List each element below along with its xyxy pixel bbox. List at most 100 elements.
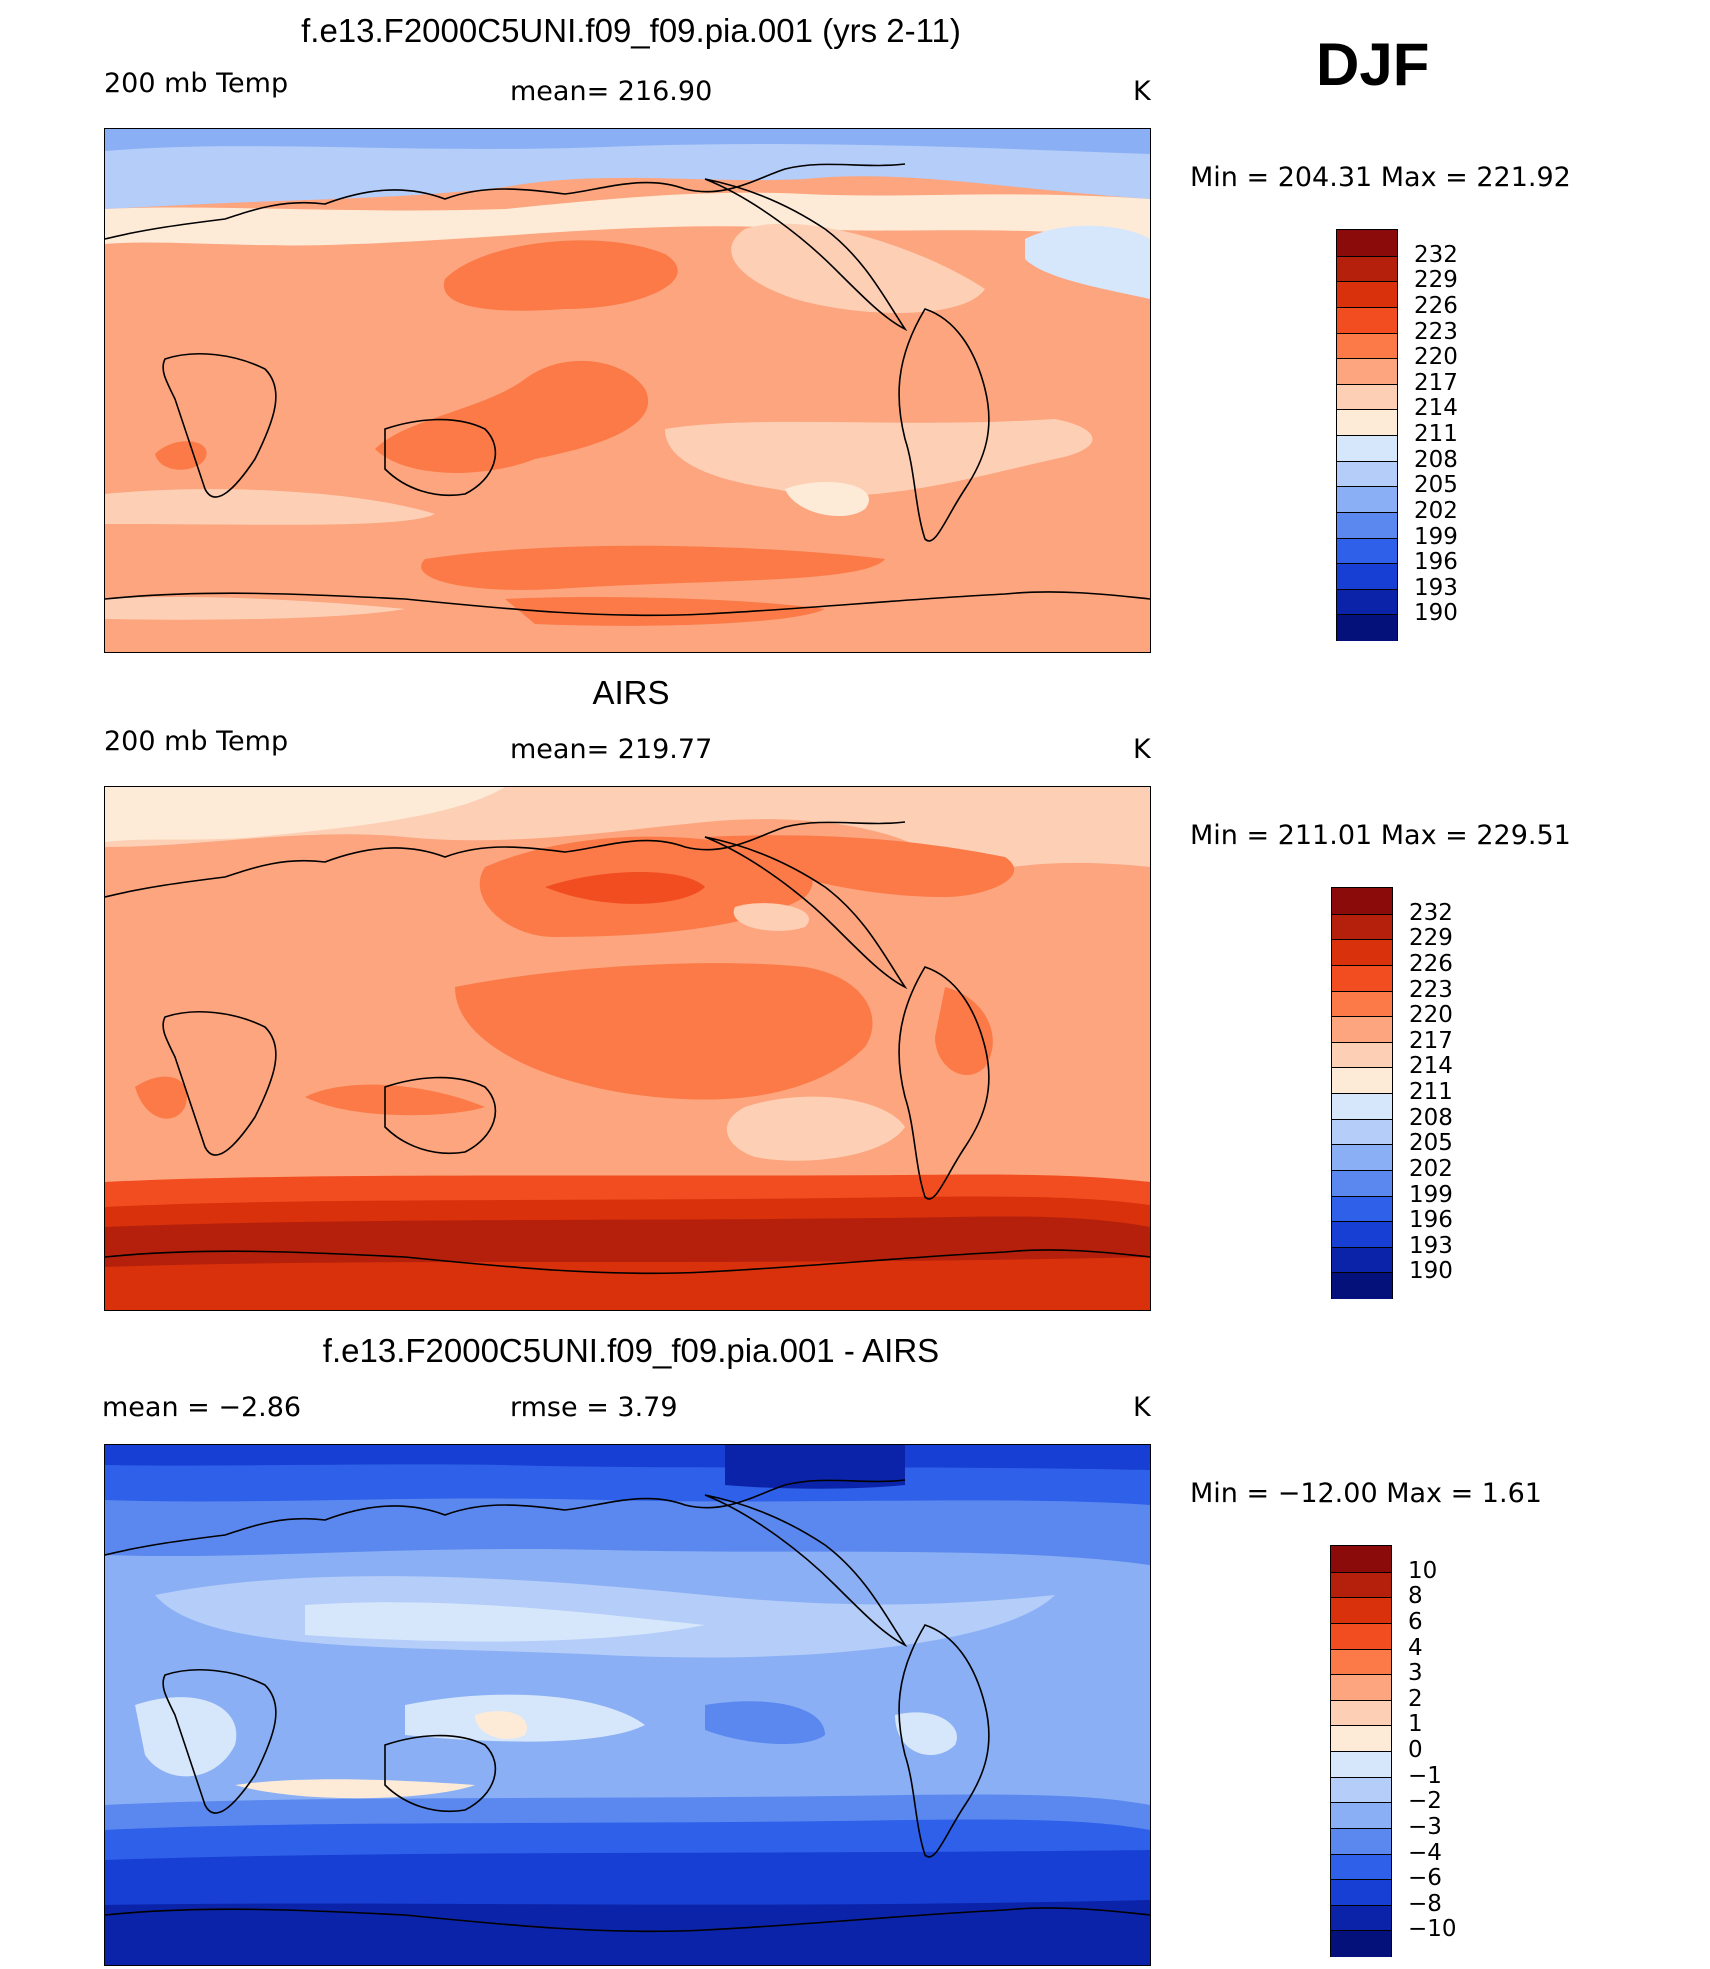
colorbar-cell (1331, 1699, 1391, 1727)
colorbar-label: 217 (1409, 1027, 1453, 1054)
colorbar-cell (1331, 1776, 1391, 1804)
colorbar-cell (1332, 1118, 1392, 1146)
colorbar-cell (1331, 1571, 1391, 1599)
colorbar-label: 196 (1414, 549, 1458, 576)
panel-3-minmax: Min = −12.00 Max = 1.61 (1190, 1478, 1542, 1509)
colorbar-cell (1332, 1195, 1392, 1223)
colorbar-label: 1 (1408, 1711, 1423, 1738)
colorbar-label: 193 (1409, 1232, 1453, 1259)
panel-2-coastlines (105, 821, 1150, 1275)
colorbar-cell (1331, 1904, 1391, 1932)
colorbar-cell (1337, 383, 1397, 411)
colorbar-label: 214 (1409, 1053, 1453, 1080)
colorbar-label: 223 (1414, 318, 1458, 345)
season-label: DJF (1316, 31, 1430, 98)
colorbar-cell (1331, 1622, 1391, 1650)
panel-3-map (104, 1444, 1151, 1966)
colorbar-cell (1337, 588, 1397, 616)
panel-1-variable-label: 200 mb Temp (104, 68, 289, 99)
colorbar-label: 205 (1409, 1130, 1453, 1157)
colorbar-label: 226 (1409, 950, 1453, 977)
colorbar-cell (1337, 306, 1397, 334)
colorbar-cell (1331, 1879, 1391, 1906)
colorbar-label: 208 (1414, 446, 1458, 473)
colorbar-label: 208 (1409, 1104, 1453, 1131)
colorbar-cell (1332, 964, 1392, 992)
colorbar-cell (1331, 1853, 1391, 1881)
colorbar-label: 205 (1414, 472, 1458, 499)
colorbar-cell (1337, 332, 1397, 360)
panel-3-rmse-label: rmse = 3.79 (510, 1392, 678, 1423)
colorbar-cell (1332, 888, 1392, 914)
panel-1-mean-label: mean= 216.90 (510, 76, 713, 107)
colorbar-label: −6 (1408, 1865, 1442, 1892)
colorbar-cell (1337, 255, 1397, 283)
colorbar-label: 229 (1414, 267, 1458, 294)
colorbar-label: 220 (1414, 344, 1458, 371)
panel-1-minmax: Min = 204.31 Max = 221.92 (1190, 162, 1571, 193)
colorbar-label: −4 (1408, 1839, 1442, 1866)
colorbar-cell (1337, 358, 1397, 385)
colorbar-label: 232 (1414, 241, 1458, 268)
panel-1-title: f.e13.F2000C5UNI.f09_f09.pia.001 (yrs 2-… (301, 12, 961, 49)
colorbar-label: 211 (1409, 1079, 1453, 1105)
colorbar-label: 229 (1409, 925, 1453, 952)
colorbar-label: 202 (1414, 497, 1458, 524)
colorbar-label: 217 (1414, 369, 1458, 396)
colorbar-cell (1337, 486, 1397, 513)
colorbar-cell (1337, 281, 1397, 308)
colorbar-cell (1332, 1144, 1392, 1171)
panel-1-map (104, 128, 1151, 653)
panel-3-units-label: K (1133, 1392, 1151, 1423)
colorbar-label: 214 (1414, 395, 1458, 422)
colorbar-cell (1332, 1246, 1392, 1274)
colorbar-cell (1332, 913, 1392, 941)
colorbar-label: 3 (1408, 1660, 1423, 1687)
colorbar-cell (1337, 563, 1397, 590)
panel-3-field (105, 1445, 1150, 1965)
panel-3-coastlines (105, 1479, 1150, 1933)
colorbar-label: 190 (1409, 1258, 1453, 1285)
panel-1-colorbar (1336, 229, 1398, 641)
colorbar-label: 8 (1408, 1583, 1423, 1610)
panel-3-colorbar (1330, 1545, 1392, 1957)
colorbar-cell (1332, 990, 1392, 1018)
colorbar-label: 0 (1408, 1737, 1423, 1763)
panel-2-units-label: K (1133, 734, 1151, 765)
colorbar-label: 199 (1414, 523, 1458, 550)
colorbar-label: 193 (1414, 574, 1458, 601)
colorbar-cell (1332, 1221, 1392, 1248)
panel-2-map (104, 786, 1151, 1311)
panel-3-title: f.e13.F2000C5UNI.f09_f09.pia.001 - AIRS (322, 1332, 940, 1369)
colorbar-cell (1332, 1067, 1392, 1094)
colorbar-cell (1337, 230, 1397, 256)
colorbar-cell (1337, 537, 1397, 565)
colorbar-cell (1331, 1674, 1391, 1701)
panel-2-title: AIRS (592, 674, 670, 711)
panel-2-mean-label: mean= 219.77 (510, 734, 713, 765)
panel-2-minmax: Min = 211.01 Max = 229.51 (1190, 820, 1571, 851)
panel-2-field (105, 787, 1150, 1310)
colorbar-cell (1332, 1041, 1392, 1069)
colorbar-cell (1332, 1093, 1392, 1120)
colorbar-label: 2 (1408, 1685, 1423, 1712)
colorbar-cell (1332, 939, 1392, 966)
colorbar-label: 6 (1408, 1608, 1423, 1635)
colorbar-cell (1331, 1648, 1391, 1676)
panel-1-coastlines (105, 163, 1150, 617)
colorbar-label: −10 (1408, 1916, 1457, 1943)
colorbar-cell (1331, 1930, 1391, 1957)
colorbar-label: −8 (1408, 1890, 1442, 1917)
colorbar-label: 220 (1409, 1002, 1453, 1029)
colorbar-label: 223 (1409, 976, 1453, 1003)
colorbar-label: −3 (1408, 1813, 1442, 1840)
colorbar-cell (1331, 1802, 1391, 1829)
colorbar-cell (1337, 460, 1397, 488)
colorbar-label: 190 (1414, 600, 1458, 627)
colorbar-label: 4 (1408, 1634, 1423, 1661)
colorbar-label: −2 (1408, 1788, 1442, 1815)
colorbar-cell (1332, 1169, 1392, 1197)
colorbar-label: −1 (1408, 1762, 1442, 1789)
colorbar-label: 211 (1414, 421, 1458, 447)
colorbar-cell (1331, 1546, 1391, 1572)
